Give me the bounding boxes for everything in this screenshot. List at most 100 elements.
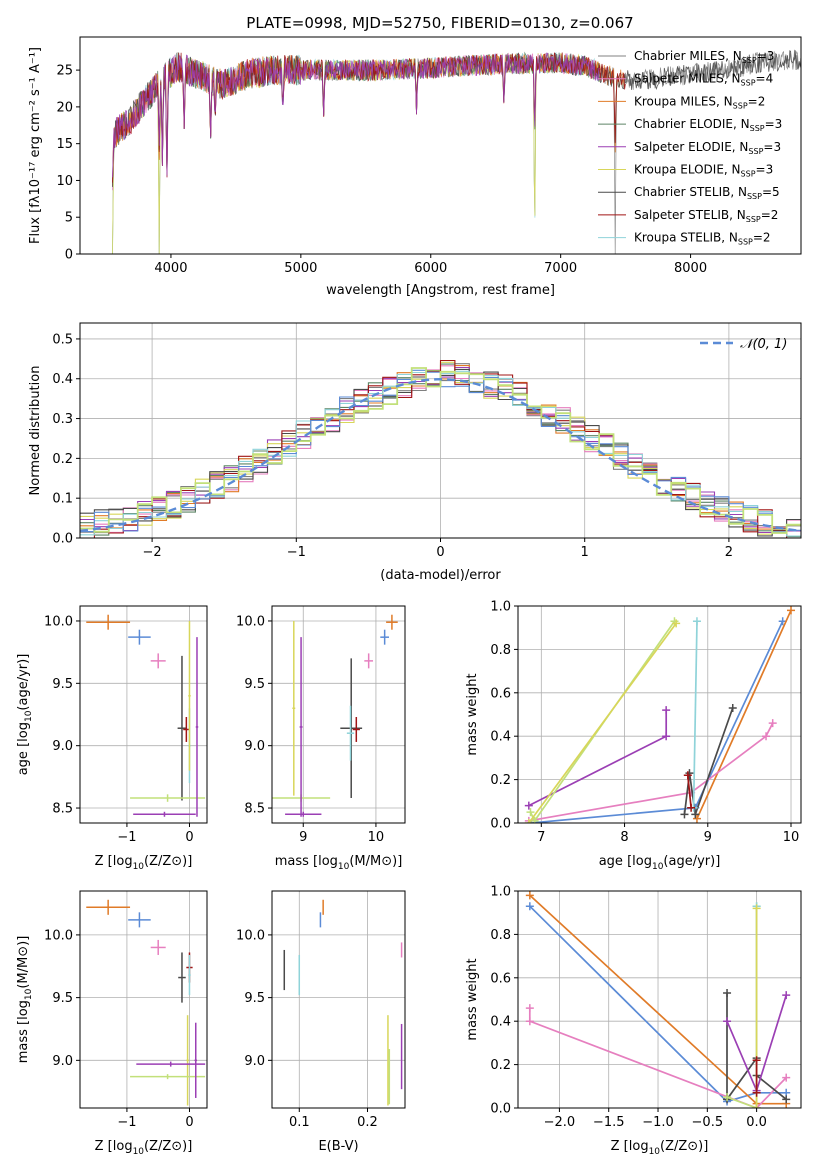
weight-vs-age-lines [524, 606, 796, 823]
y-axis-label-main: mass [log [16, 1000, 31, 1063]
y-tick-label: 10.0 [44, 614, 73, 629]
weight-series [723, 902, 761, 1108]
weight-line [683, 707, 734, 815]
legend-label: Chabrier STELIB, NSSP=5 [634, 185, 780, 201]
weight-series [752, 1056, 761, 1097]
weight-series [692, 606, 796, 823]
x-tick-label: 0.2 [357, 1115, 378, 1130]
x-tick-label: 0 [185, 830, 193, 845]
data-point [292, 620, 296, 796]
legend-label-main: Salpeter STELIB, N [634, 208, 746, 222]
x-axis-label: Z [log10(Z/Z⊙)] [95, 854, 193, 872]
x-axis-label-tail: (Z/Z⊙)] [660, 1139, 708, 1154]
data-point [186, 1015, 189, 1106]
legend-label: Chabrier MILES, NSSP=3 [634, 49, 774, 65]
y-tick-label: 1.0 [490, 600, 511, 615]
x-axis-label-main: Z [log [95, 1139, 133, 1154]
spectrum-line [112, 52, 600, 178]
y-tick-label: 0.6 [490, 971, 511, 986]
data-point [136, 1061, 206, 1067]
spectrum-axes: 4000 5000 6000 7000 8000 0 5 10 15 20 25 wavelength… [28, 36, 802, 298]
legend-label-tail: =5 [762, 185, 780, 199]
x-axis-label: Z [log10(Z/Z⊙)] [95, 1139, 193, 1157]
y-tick-label: 0.8 [490, 928, 511, 943]
x-tick-label: 5000 [284, 261, 317, 276]
axes-frame [517, 890, 802, 1109]
data-point [128, 629, 151, 645]
y-axis-label-sub: 10 [24, 710, 34, 722]
x-axis-label-main: Z [log [95, 854, 133, 869]
y-tick-label: 8.5 [52, 802, 73, 817]
y-tick-label: 10 [56, 174, 73, 189]
x-tick-label: −1 [117, 830, 136, 845]
y-tick-label: 9.5 [52, 991, 73, 1006]
weight-series [680, 703, 737, 819]
mass-vs-Z-points [86, 899, 206, 1106]
legend-label-main: Salpeter ELODIE, N [634, 140, 748, 154]
residual-axes: −2 −1 0 1 2 0.0 0.1 0.2 0.3 0.4 0.5 𝒩(0, 1) (data-mo… [28, 322, 802, 583]
legend-label-sub: SSP [748, 147, 763, 156]
data-point [194, 1022, 197, 1098]
weight-marker [683, 771, 692, 780]
x-tick-label: 10 [783, 830, 800, 845]
legend-label-sub: SSP [742, 56, 757, 65]
x-tick-label: 9 [299, 830, 307, 845]
legend-label-main: Kroupa MILES, N [634, 94, 733, 108]
weight-line [528, 1008, 787, 1108]
y-tick-label: 9.0 [244, 1054, 265, 1069]
weight-marker [782, 1073, 791, 1082]
legend-label-main: Chabrier MILES, N [634, 49, 742, 63]
legend-label-tail: =3 [756, 163, 774, 177]
x-tick-label: 0.0 [746, 1115, 767, 1130]
weight-vs-Z-axes: −2.0 −1.5 −1.0 −0.5 0.0 0.0 0.2 0.4 0.6 0.8 1.0 Z [… [465, 885, 802, 1157]
x-axis-label-sub: 10 [649, 1147, 661, 1157]
x-axis-label-main: mass [log [275, 854, 338, 869]
legend-label-main: Kroupa STELIB, N [634, 231, 738, 245]
x-axis-label-sub: 10 [652, 862, 664, 872]
legend-label-tail: =3 [763, 140, 781, 154]
legend-label-sub: SSP [750, 124, 765, 133]
x-axis-label: (data-model)/error [380, 568, 501, 583]
mass-vs-EBV-points [283, 899, 403, 1106]
x-axis-label-tail: (M/M⊙)] [349, 854, 402, 869]
y-tick-label: 0.4 [52, 372, 73, 387]
age-vs-Z-axes: −1 08.59.09.510.0Z [log10(Z/Z⊙)]age [log1… [16, 605, 208, 872]
y-tick-label: 10.0 [236, 614, 265, 629]
weight-line [528, 722, 774, 822]
x-tick-label: 7000 [544, 261, 577, 276]
weight-line [696, 609, 792, 820]
x-axis-label: wavelength [Angstrom, rest frame] [326, 283, 555, 298]
weight-marker [525, 1017, 534, 1026]
axes-frame [271, 605, 406, 824]
y-tick-label: 8.5 [244, 802, 265, 817]
weight-marker [692, 617, 701, 626]
weight-series [524, 619, 681, 823]
y-tick-label: 0.1 [52, 492, 73, 507]
data-point [195, 637, 199, 817]
weight-marker [662, 732, 671, 741]
data-point [128, 912, 151, 928]
y-tick-label: 0.2 [490, 1058, 511, 1073]
data-point [130, 794, 206, 802]
x-axis-label-tail: (Z/Z⊙)] [144, 854, 192, 869]
legend-label-tail: =2 [761, 208, 779, 222]
y-tick-label: 9.5 [52, 677, 73, 692]
legend-label-sub: SSP [741, 170, 756, 179]
mass-vs-EBV-axes: 0.1 0.2 9.0 9.5 10.0 E(B-V) [236, 890, 406, 1154]
x-tick-label: 10 [368, 830, 385, 845]
y-tick-label: 9.0 [244, 739, 265, 754]
axes-frame [517, 605, 802, 824]
y-tick-label: 0.5 [52, 332, 73, 347]
weight-marker [524, 801, 533, 810]
weight-series [524, 719, 777, 823]
legend-label: Salpeter STELIB, NSSP=2 [634, 208, 778, 224]
y-axis-label-tail: (M/M⊙)] [16, 936, 31, 989]
weight-marker [728, 703, 737, 712]
y-axis-label: Normed distribution [28, 366, 43, 496]
y-tick-label: 20 [56, 100, 73, 115]
legend-label-main: Chabrier STELIB, N [634, 185, 747, 199]
weight-marker [524, 819, 533, 823]
data-point [188, 620, 191, 771]
weight-marker [525, 902, 534, 911]
